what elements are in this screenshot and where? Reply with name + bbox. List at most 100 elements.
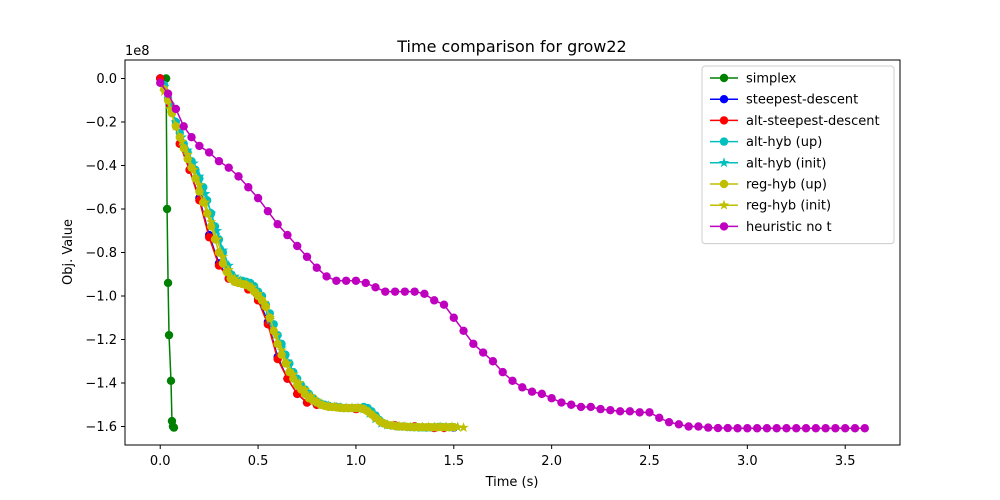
data-point [283,230,292,240]
data-point [200,196,211,207]
data-point [674,420,684,429]
data-point [469,339,478,349]
data-point [253,193,263,203]
data-point [537,389,547,399]
data-point [293,241,302,251]
data-point [302,252,312,262]
legend-item: alt-hyb (up) [710,135,822,150]
data-point [358,403,369,414]
data-point [211,233,223,244]
x-tick-label: 1.5 [443,454,464,469]
data-point [179,122,188,131]
data-point [400,287,410,296]
x-axis-label: Time (s) [485,475,539,490]
x-tick-label: 0.0 [150,454,171,469]
y-offset-label: 1e8 [125,44,150,59]
data-point [713,423,723,433]
data-point [387,419,399,430]
data-point [234,172,243,181]
series-reg-hyb-init [158,86,469,433]
data-point [299,384,311,394]
data-point [518,383,527,392]
data-point [283,374,292,383]
data-point [223,264,234,275]
data-point [205,216,217,227]
data-point [322,272,331,281]
data-point [449,313,458,322]
data-point [488,357,498,366]
data-point [200,188,211,199]
data-point [182,149,193,160]
data-point [194,179,205,190]
data-point [163,278,173,288]
data-point [158,86,170,96]
data-point [458,422,469,433]
data-point [772,424,781,433]
legend-item: steepest-descent [710,93,858,108]
data-point [263,206,273,216]
x-tick-label: 2.5 [639,454,660,469]
data-point [276,344,287,355]
data-point [346,402,358,413]
data-point [635,408,644,417]
x-tick-label: 0.5 [248,454,269,469]
data-point [452,421,463,432]
data-point [625,407,635,416]
y-tick-label: 0.0 [96,72,117,87]
data-point [417,421,428,432]
data-point [156,78,165,88]
legend-marker [719,222,729,231]
legend-label: reg-hyb (init) [746,199,831,214]
data-point [684,422,693,431]
legend-label: simplex [746,72,797,87]
data-point [217,244,229,255]
data-point [376,416,387,427]
y-tick-label: −0.8 [85,246,117,261]
data-point [576,402,586,412]
legend-label: steepest-descent [746,93,858,108]
data-point [664,417,674,427]
data-point [169,423,179,432]
data-point [341,276,351,285]
data-point [258,297,270,307]
data-point [428,421,440,432]
x-tick-label: 3.5 [835,454,856,469]
legend-item: alt-steepest-descent [710,114,880,129]
legend-marker [719,73,729,83]
data-point [293,377,305,388]
legend-label: alt-hyb (init) [746,156,826,171]
legend: simplex steepest-descent alt-steepest-desc… [701,65,895,245]
data-point [850,424,860,433]
data-point [361,278,370,288]
data-point [312,263,321,272]
data-point [187,133,196,142]
legend-label: reg-hyb (up) [746,178,827,193]
data-point [224,163,233,172]
data-point [596,404,605,414]
legend-item: reg-hyb (up) [710,178,827,193]
data-point [195,141,204,151]
data-point [188,164,199,175]
data-point [694,422,703,431]
legend-marker [719,95,729,104]
data-point [170,120,182,131]
data-point [645,408,654,417]
data-point [434,421,446,432]
data-point [323,400,334,411]
x-axis: 0.0 0.5 1.0 1.5 2.0 2.5 3.0 3.5 [150,445,856,469]
data-point [382,418,393,429]
data-point [723,423,732,433]
data-point [211,225,223,236]
data-point [655,413,664,423]
data-point [252,288,264,299]
data-point [762,424,772,433]
legend-item: alt-hyb (init) [710,156,826,171]
legend-marker [719,179,729,189]
data-point [244,183,253,192]
legend-item: heuristic no t [710,220,832,235]
data-point [411,421,422,432]
data-point [547,394,556,403]
legend-marker [719,137,729,146]
series-layer [156,74,869,433]
